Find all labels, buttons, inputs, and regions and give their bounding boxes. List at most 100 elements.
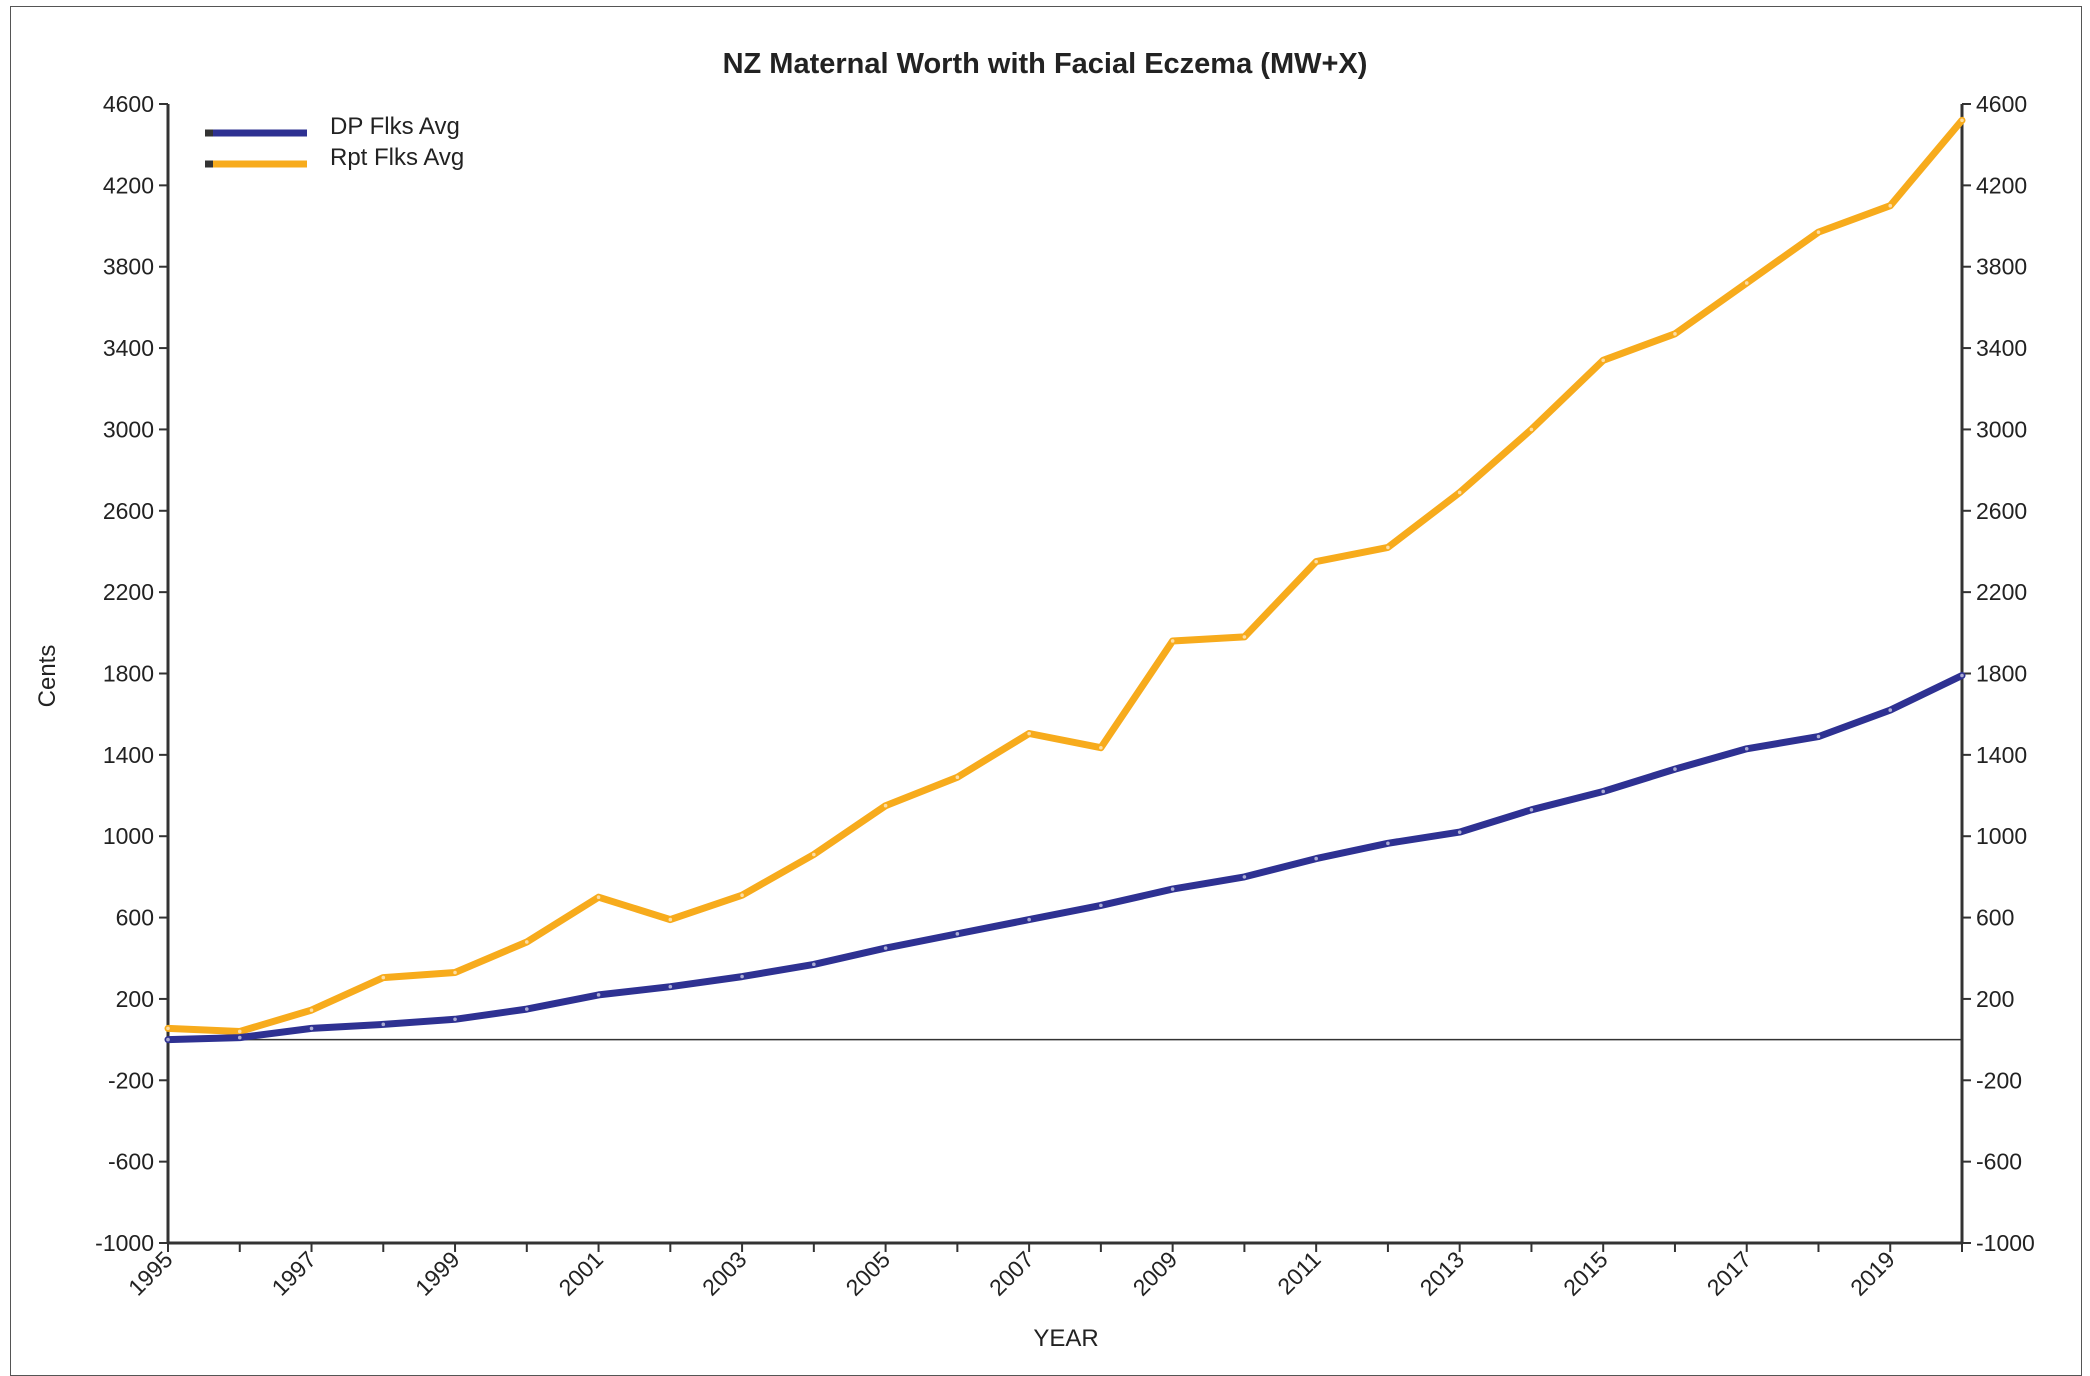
data-point bbox=[1027, 917, 1031, 922]
y-tick-label-left: 3400 bbox=[103, 335, 154, 361]
data-point bbox=[1099, 903, 1103, 908]
x-axis-label: YEAR bbox=[1033, 1325, 1098, 1352]
data-point bbox=[883, 803, 888, 808]
data-point bbox=[955, 775, 960, 780]
data-point bbox=[1673, 332, 1677, 336]
data-point bbox=[668, 984, 673, 989]
x-tick-label: 1999 bbox=[410, 1246, 465, 1301]
y-tick-label-left: 2600 bbox=[103, 498, 154, 524]
data-point bbox=[166, 1037, 170, 1042]
y-tick-label-left: 3800 bbox=[103, 254, 154, 280]
y-tick-label-right: -200 bbox=[1976, 1067, 2022, 1093]
data-point bbox=[1673, 767, 1677, 771]
x-tick-label: 2007 bbox=[984, 1246, 1039, 1301]
data-point bbox=[1386, 545, 1390, 550]
y-tick-label-left: 4600 bbox=[103, 91, 154, 117]
data-point bbox=[525, 1007, 529, 1011]
x-tick-label: 2009 bbox=[1128, 1246, 1183, 1301]
y-tick-label-right: 1400 bbox=[1976, 742, 2027, 768]
y-axis-label: Cents bbox=[34, 645, 61, 708]
y-tick-label-left: -200 bbox=[108, 1067, 154, 1093]
data-point bbox=[596, 993, 601, 997]
axes: 4600 4600 4200 4200 3800 3800 3400 3400 3000 3000… bbox=[95, 91, 2035, 1301]
data-point bbox=[955, 932, 960, 936]
data-point bbox=[1816, 734, 1821, 739]
legend-label: DP Flks Avg bbox=[330, 113, 460, 140]
y-tick-label-left: 4200 bbox=[103, 172, 154, 198]
y-tick-label-right: 200 bbox=[1976, 986, 2014, 1012]
legend-label: Rpt Flks Avg bbox=[330, 144, 464, 171]
data-point bbox=[237, 1035, 242, 1040]
y-tick-label-right: 600 bbox=[1976, 905, 2014, 931]
data-point bbox=[309, 1008, 314, 1012]
data-point bbox=[1170, 887, 1175, 891]
data-point bbox=[596, 895, 601, 900]
x-tick-label: 2015 bbox=[1558, 1246, 1613, 1301]
data-point bbox=[812, 852, 816, 857]
data-point bbox=[1242, 635, 1247, 639]
legend-marker bbox=[205, 129, 213, 137]
data-point bbox=[668, 917, 673, 922]
y-tick-label-right: 3800 bbox=[1976, 254, 2027, 280]
series-line-rpt-flks-avg bbox=[164, 116, 1966, 1035]
data-point bbox=[1242, 875, 1247, 879]
series-line-dp-flks-avg bbox=[164, 672, 1966, 1044]
y-tick-label-left: 1800 bbox=[103, 661, 154, 687]
data-point bbox=[1601, 358, 1605, 363]
data-point bbox=[740, 974, 744, 979]
y-tick-label-right: 3000 bbox=[1976, 416, 2027, 442]
y-tick-label-left: -1000 bbox=[95, 1230, 154, 1256]
data-point bbox=[381, 975, 386, 980]
x-tick-label: 2003 bbox=[697, 1246, 752, 1301]
data-point bbox=[740, 893, 744, 897]
data-point bbox=[883, 946, 888, 950]
data-point bbox=[1744, 746, 1749, 751]
y-tick-label-right: 4200 bbox=[1976, 172, 2027, 198]
x-tick-label: 2017 bbox=[1702, 1246, 1757, 1301]
y-tick-label-left: 600 bbox=[116, 905, 154, 931]
y-tick-label-right: 1800 bbox=[1976, 661, 2027, 687]
chart-title: NZ Maternal Worth with Facial Eczema (MW… bbox=[723, 48, 1368, 80]
x-tick-label: 2019 bbox=[1845, 1246, 1900, 1301]
data-point bbox=[1314, 856, 1318, 861]
data-point bbox=[1888, 708, 1893, 712]
data-point bbox=[309, 1026, 314, 1031]
data-point bbox=[1960, 118, 1964, 123]
y-tick-label-right: 3400 bbox=[1976, 335, 2027, 361]
y-tick-label-right: 2600 bbox=[1976, 498, 2027, 524]
data-point bbox=[1960, 673, 1964, 678]
data-point bbox=[1816, 230, 1821, 234]
data-point bbox=[237, 1029, 242, 1034]
y-tick-label-left: 1400 bbox=[103, 742, 154, 768]
data-point bbox=[381, 1022, 386, 1027]
data-point bbox=[1099, 745, 1103, 750]
data-point bbox=[1457, 490, 1462, 495]
data-point bbox=[1744, 281, 1749, 285]
legend: DP Flks Avg Rpt Flks Avg bbox=[205, 113, 464, 171]
y-tick-label-left: 1000 bbox=[103, 823, 154, 849]
data-point bbox=[1888, 203, 1893, 208]
data-point bbox=[453, 1017, 457, 1022]
data-point bbox=[453, 970, 457, 975]
data-point bbox=[1386, 841, 1390, 846]
y-tick-label-right: -600 bbox=[1976, 1149, 2022, 1175]
data-point bbox=[525, 940, 529, 944]
data-point bbox=[1314, 559, 1318, 564]
y-tick-label-right: -1000 bbox=[1976, 1230, 2035, 1256]
y-tick-label-left: 200 bbox=[116, 986, 154, 1012]
data-point bbox=[1027, 731, 1031, 736]
data-point bbox=[812, 962, 816, 967]
x-tick-label: 2013 bbox=[1415, 1246, 1470, 1301]
x-tick-label: 1997 bbox=[266, 1246, 321, 1301]
data-point bbox=[1457, 830, 1462, 834]
data-point bbox=[1601, 789, 1605, 794]
y-tick-label-right: 1000 bbox=[1976, 823, 2027, 849]
data-point bbox=[1170, 639, 1175, 643]
series-layer bbox=[164, 116, 1966, 1044]
legend-marker bbox=[205, 160, 213, 168]
y-tick-label-left: 2200 bbox=[103, 579, 154, 605]
data-point bbox=[1529, 427, 1534, 432]
x-tick-label: 2005 bbox=[841, 1246, 896, 1301]
y-tick-label-right: 2200 bbox=[1976, 579, 2027, 605]
